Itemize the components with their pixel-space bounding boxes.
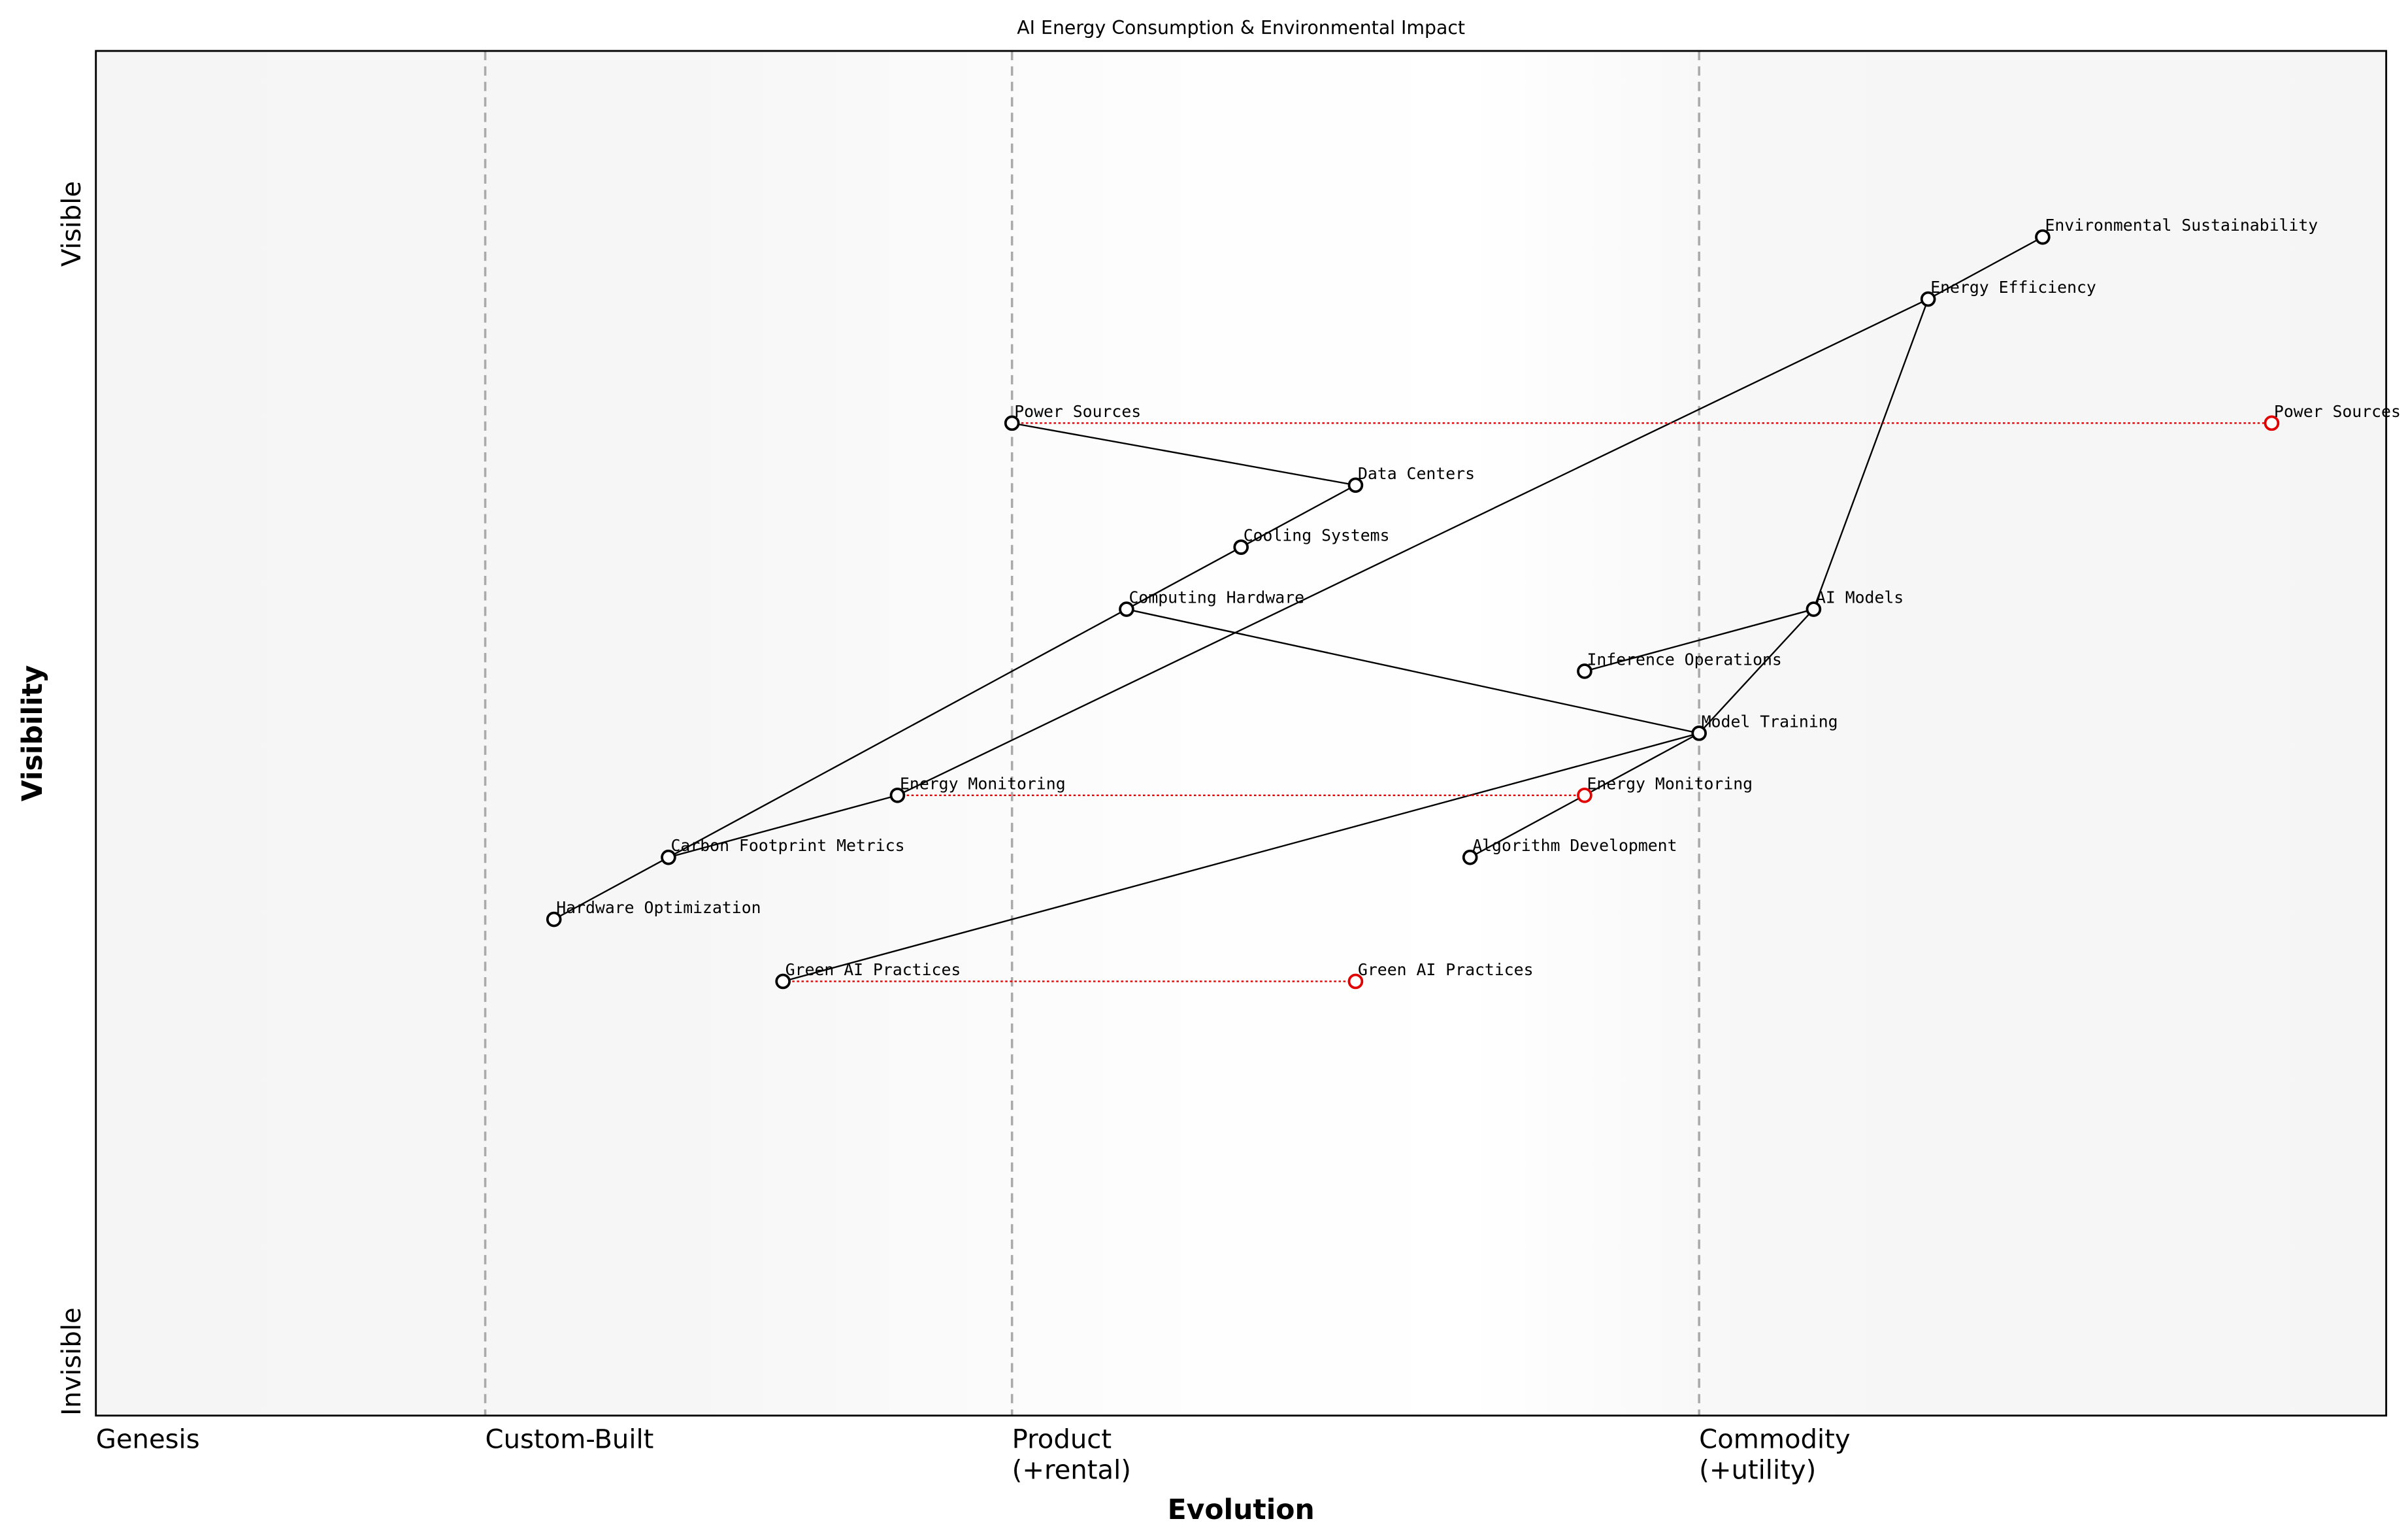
component-label: Carbon Footprint Metrics — [670, 836, 904, 855]
component-label: Data Centers — [1358, 464, 1475, 483]
stage-label-line: Commodity — [1699, 1424, 1850, 1454]
dependency-link — [1240, 484, 1356, 548]
component-label: Algorithm Development — [1472, 836, 1677, 855]
component-marker — [1920, 291, 1936, 307]
component-marker — [1004, 415, 1020, 431]
plot-background — [95, 50, 2386, 1416]
component-label: Energy Efficiency — [1930, 278, 2096, 297]
dependency-link — [1126, 608, 1700, 735]
component-label: AI Models — [1816, 588, 1904, 607]
dependency-link — [1698, 609, 1815, 734]
component-marker — [1233, 539, 1249, 555]
dependency-link — [668, 609, 1127, 858]
dependency-link — [1126, 546, 1242, 610]
x-axis-label: Evolution — [1168, 1494, 1315, 1526]
stage-label-line: Genesis — [96, 1424, 200, 1454]
stage-label-line: Custom-Built — [486, 1424, 654, 1454]
component-label: Power Sources — [1014, 402, 1141, 421]
y-tick-invisible: Invisible — [57, 1307, 87, 1416]
component-marker — [1691, 726, 1707, 741]
evolved-component-marker — [1577, 787, 1592, 803]
stage-label: Genesis — [96, 1424, 200, 1454]
plot-frame — [95, 50, 2388, 1417]
component-label: Computing Hardware — [1129, 588, 1304, 607]
dependency-link — [668, 794, 898, 858]
dependency-link — [1928, 236, 2043, 300]
component-marker — [1577, 663, 1592, 679]
component-marker — [546, 911, 562, 927]
dependency-link — [1012, 422, 1356, 486]
component-label: Cooling Systems — [1244, 526, 1390, 545]
component-marker — [2035, 229, 2051, 245]
component-marker — [775, 973, 791, 990]
component-marker — [889, 787, 906, 803]
stage-label-line: (+utility) — [1699, 1456, 1816, 1486]
component-label: Environmental Sustainability — [2045, 216, 2318, 235]
stage-label: Custom-Built — [486, 1424, 654, 1454]
dependency-link — [1813, 299, 1929, 610]
component-label: Energy Monitoring — [900, 774, 1066, 793]
component-marker — [1119, 601, 1134, 617]
dependency-link — [553, 856, 669, 920]
stage-label: Product (+rental) — [1012, 1424, 1131, 1485]
dependency-link — [1584, 608, 1814, 673]
evolved-component-marker — [1347, 973, 1364, 990]
evolved-component-marker — [2264, 415, 2280, 431]
component-label: Model Training — [1702, 712, 1838, 731]
stage-label: Commodity (+utility) — [1699, 1424, 1850, 1485]
y-axis-label: Visibility — [17, 665, 49, 801]
component-marker — [661, 849, 676, 865]
component-marker — [1462, 849, 1478, 865]
stage-label-line: (+rental) — [1012, 1456, 1131, 1486]
component-marker — [1347, 477, 1364, 493]
chart-title: AI Energy Consumption & Environmental Im… — [1017, 17, 1465, 39]
component-label: Inference Operations — [1587, 650, 1781, 669]
component-label: Green AI Practices — [785, 960, 961, 979]
evolved-component-label: Energy Monitoring — [1587, 774, 1753, 793]
component-marker — [1806, 601, 1822, 617]
dependency-link — [782, 732, 1700, 982]
component-label: Hardware Optimization — [556, 898, 761, 917]
stage-label-line: Product — [1012, 1424, 1112, 1454]
y-tick-visible: Visible — [57, 181, 87, 267]
dependency-link — [897, 298, 1929, 796]
evolved-component-label: Green AI Practices — [1358, 960, 1534, 979]
evolved-component-label: Power Sources — [2274, 402, 2401, 421]
